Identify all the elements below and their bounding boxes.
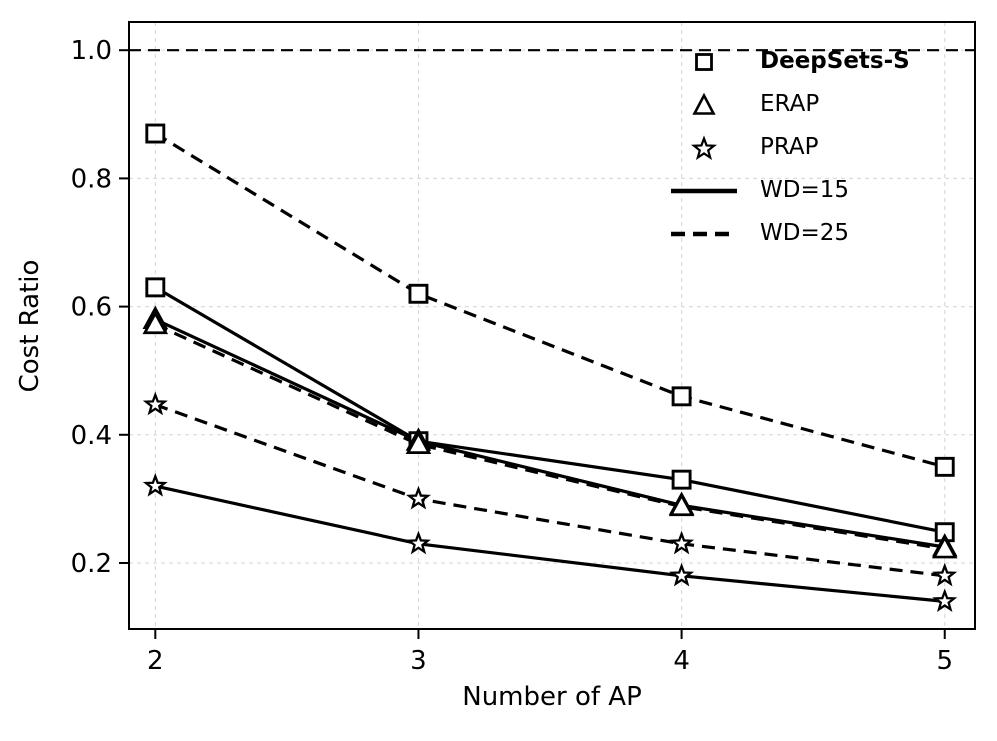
legend-item-erap: ERAP (666, 83, 910, 126)
dashed-line-icon (666, 229, 742, 239)
triangle-marker-icon (666, 92, 742, 118)
series-line-erap-wd-15 (154, 317, 945, 549)
square-marker (145, 277, 166, 298)
triangle-marker (668, 492, 695, 517)
x-tick-label: 3 (410, 646, 427, 676)
triangle-marker (931, 535, 958, 559)
y-axis-label: Cost Ratio (15, 259, 45, 393)
legend-label-prap: PRAP (760, 134, 819, 160)
legend-item-deepsets-s: DeepSets-S (666, 40, 910, 83)
series-line-deepsets-s-wd-25 (154, 132, 946, 469)
legend-label-wd25: WD=25 (760, 220, 849, 246)
star-marker (932, 588, 958, 613)
legend-label-wd15: WD=15 (760, 177, 849, 203)
y-tick-label: 0.4 (71, 421, 112, 451)
square-marker (671, 469, 692, 490)
star-marker (669, 562, 695, 587)
y-tick-label: 0.8 (71, 164, 112, 194)
x-tick-label: 5 (936, 646, 953, 676)
series-line-deepsets-s-wd-15 (154, 286, 946, 534)
star-marker (405, 485, 431, 510)
solid-line-icon (666, 186, 742, 196)
star-marker (142, 391, 168, 416)
legend: DeepSets-S ERAP PRAP WD=15 WD=25 (666, 40, 910, 255)
legend-item-prap: PRAP (666, 126, 910, 169)
x-axis-label: Number of AP (462, 682, 642, 712)
star-marker (406, 530, 431, 555)
star-marker (932, 562, 958, 587)
x-tick-label: 4 (673, 646, 690, 676)
series-line-prap-wd-25 (154, 403, 945, 578)
plot-border (128, 21, 976, 630)
star-marker (142, 472, 168, 497)
y-tick-label: 1.0 (71, 36, 112, 66)
x-tick-label: 2 (147, 646, 164, 676)
series-line-prap-wd-15 (154, 484, 945, 603)
triangle-marker (405, 430, 432, 454)
y-tick-label: 0.6 (71, 293, 112, 323)
square-marker (145, 123, 166, 144)
legend-item-wd25: WD=25 (666, 212, 910, 255)
square-marker (934, 456, 955, 477)
legend-label-deepsets-s: DeepSets-S (760, 48, 910, 74)
square-marker (408, 283, 429, 304)
legend-item-wd15: WD=15 (666, 169, 910, 212)
star-marker (669, 530, 695, 555)
square-marker-icon (666, 49, 742, 75)
series-line-erap-wd-25 (154, 323, 945, 551)
triangle-marker (142, 310, 169, 335)
legend-label-erap: ERAP (760, 91, 820, 117)
y-tick-label: 0.2 (71, 549, 112, 579)
star-marker-icon (666, 134, 742, 161)
square-marker (671, 386, 692, 407)
